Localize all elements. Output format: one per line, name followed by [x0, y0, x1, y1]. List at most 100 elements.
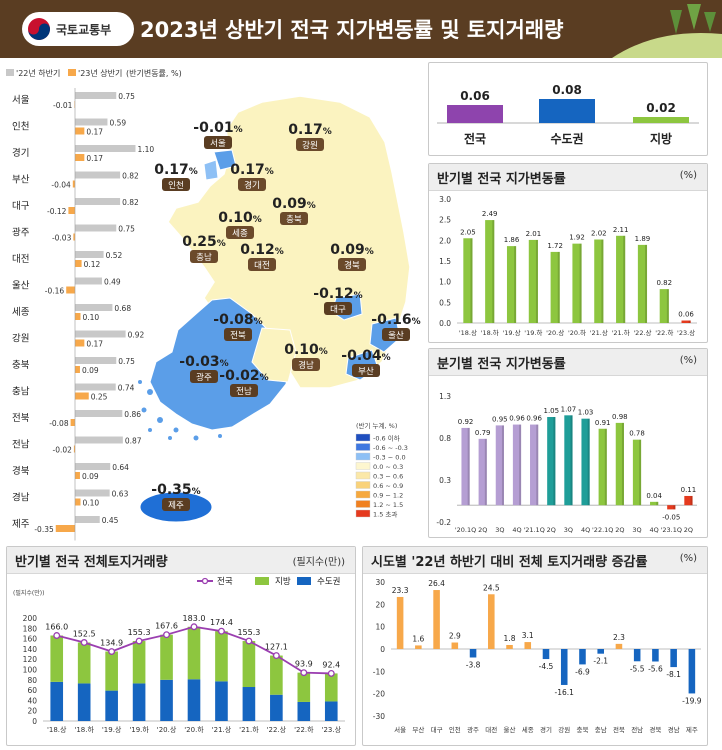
regional-change-chart: '22년 하반기 '23년 상반기 (반기변동률, %) 서울 0.75 -0.01…	[6, 68, 421, 541]
panel-unit: (필지수(만))	[292, 557, 345, 568]
bar-2023h1	[73, 233, 75, 241]
legend-marker	[201, 577, 209, 585]
bar-2022h2	[75, 383, 116, 391]
bar-shade	[639, 439, 642, 506]
panel-header: 시도별 '22년 하반기 대비 전체 토지거래량 증감률 (%)	[363, 547, 707, 574]
bar-capital	[270, 694, 283, 721]
data-bar	[615, 422, 624, 506]
ministry-name: 국토교통부	[56, 22, 111, 37]
bar-value-label: 1.03	[578, 409, 594, 417]
map-region-name: 광주	[196, 372, 212, 383]
region-label: 대전	[12, 254, 29, 265]
map-value-unit: %	[192, 487, 201, 497]
panel-unit: (%)	[679, 553, 697, 564]
y-tick-label: 40	[27, 696, 37, 705]
map-value-number: 0.10	[218, 210, 253, 226]
bar-value-label: 0.91	[595, 419, 611, 427]
map-value-number: 0.17	[154, 162, 189, 178]
data-bar	[506, 644, 513, 649]
bar-2022h2	[75, 118, 108, 126]
bar-2022h2	[75, 171, 121, 179]
bar-shade	[514, 246, 517, 323]
x-tick-label: '22.상	[633, 328, 651, 337]
map-value-unit: %	[323, 127, 332, 137]
bar-shade	[470, 238, 473, 323]
bar-value-label: -0.05	[662, 513, 680, 521]
x-tick-label: '22.하	[655, 328, 673, 337]
bar-value-label: 0.75	[118, 92, 135, 101]
map-value-number: 0.25	[182, 234, 217, 250]
bar-2022h2	[75, 198, 121, 205]
x-tick-label: '19.상	[502, 328, 520, 337]
map-region-badge	[248, 258, 276, 271]
bar-value-label: -0.01	[53, 101, 73, 110]
map-value-number: 0.17	[230, 162, 265, 178]
data-bar	[615, 643, 623, 649]
quarter-price-chart: -0.2 0.3 0.8 1.3 0.92 '20.1Q 0.79 2Q 0.95 3Q 0.96 4…	[436, 392, 697, 534]
data-bar	[396, 596, 404, 649]
bar-value-label: -19.9	[682, 696, 702, 705]
bar-value-label: -8.1	[666, 670, 681, 679]
bar-value-label: 0.10	[83, 313, 100, 322]
total-marker	[272, 652, 280, 659]
header-banner: 국토교통부 2023년 상반기 전국 지가변동률 및 토지거래량	[0, 0, 722, 58]
bar-capital	[50, 681, 64, 721]
bar-value-label: 1.10	[138, 145, 155, 154]
tree-decoration	[612, 4, 722, 58]
bar-2023h1	[75, 313, 81, 320]
map-legend-label: 0.9 ~ 1.2	[373, 492, 403, 500]
map-value-unit: %	[412, 317, 421, 327]
data-bar	[550, 251, 560, 323]
x-tick-label: 부산	[412, 725, 424, 734]
summary-bar	[539, 99, 595, 123]
map-region-name: 경북	[344, 260, 360, 271]
total-value-label: 93.9	[295, 660, 313, 669]
map-region-badge	[352, 364, 380, 377]
bar-capital	[187, 679, 201, 721]
x-tick-label: 전북	[613, 725, 625, 734]
bar-regional	[50, 635, 64, 682]
x-tick-label: 경남	[668, 725, 680, 734]
map-region-name: 대전	[254, 260, 270, 271]
bar-2022h2	[75, 489, 110, 497]
map-region-value: 0.17%	[288, 122, 332, 138]
bar-value-label: 0.86	[124, 410, 141, 419]
x-tick-label: '18.하	[74, 725, 94, 734]
y-tick-label: 0	[32, 717, 37, 726]
bar-value-label: 2.11	[613, 226, 629, 234]
total-value-label: 155.3	[128, 628, 151, 637]
bar-value-label: 0.78	[629, 430, 645, 438]
y-tick-label: 20	[27, 707, 37, 716]
x-tick-label: '23.상	[677, 328, 695, 337]
bar-value-label: 1.89	[635, 235, 651, 243]
bar-value-label: 1.8	[504, 634, 516, 643]
data-bar	[485, 220, 495, 323]
legend-swatch	[297, 577, 311, 585]
x-tick-label: '18.상	[459, 328, 477, 337]
legend-2023h1: '23년 상반기	[78, 68, 122, 78]
x-tick-label: 2Q	[684, 526, 693, 534]
region-label: 부산	[12, 175, 30, 186]
summary-bar	[633, 117, 689, 123]
x-tick-label: '20.하	[568, 328, 586, 337]
map-region-badge	[224, 328, 252, 341]
bar-value-label: 0.59	[109, 119, 126, 128]
data-bar	[560, 649, 568, 685]
y-tick-label: 0.0	[439, 319, 451, 328]
map-region-name: 강원	[302, 140, 318, 151]
data-bar	[564, 415, 573, 506]
map-legend-swatch	[355, 500, 371, 508]
bar-value-label: -6.9	[575, 667, 590, 676]
map-region-value: 0.09%	[272, 196, 316, 212]
data-bar	[451, 642, 459, 649]
bar-value-label: 0.45	[102, 516, 119, 525]
legend-label: 전국	[217, 576, 233, 587]
x-tick-label: '19.상	[102, 725, 122, 734]
halfyear-price-chart: 0.0 0.5 1.0 1.5 2.0 2.5 3.0 2.05 '18.상 2.49 '18.하 1…	[439, 195, 697, 337]
bar-2023h1	[68, 207, 75, 214]
legend-label: 수도권	[317, 576, 340, 587]
map-region-name: 인천	[168, 180, 184, 191]
map-region-name: 울산	[388, 330, 404, 341]
data-bar	[597, 649, 604, 654]
